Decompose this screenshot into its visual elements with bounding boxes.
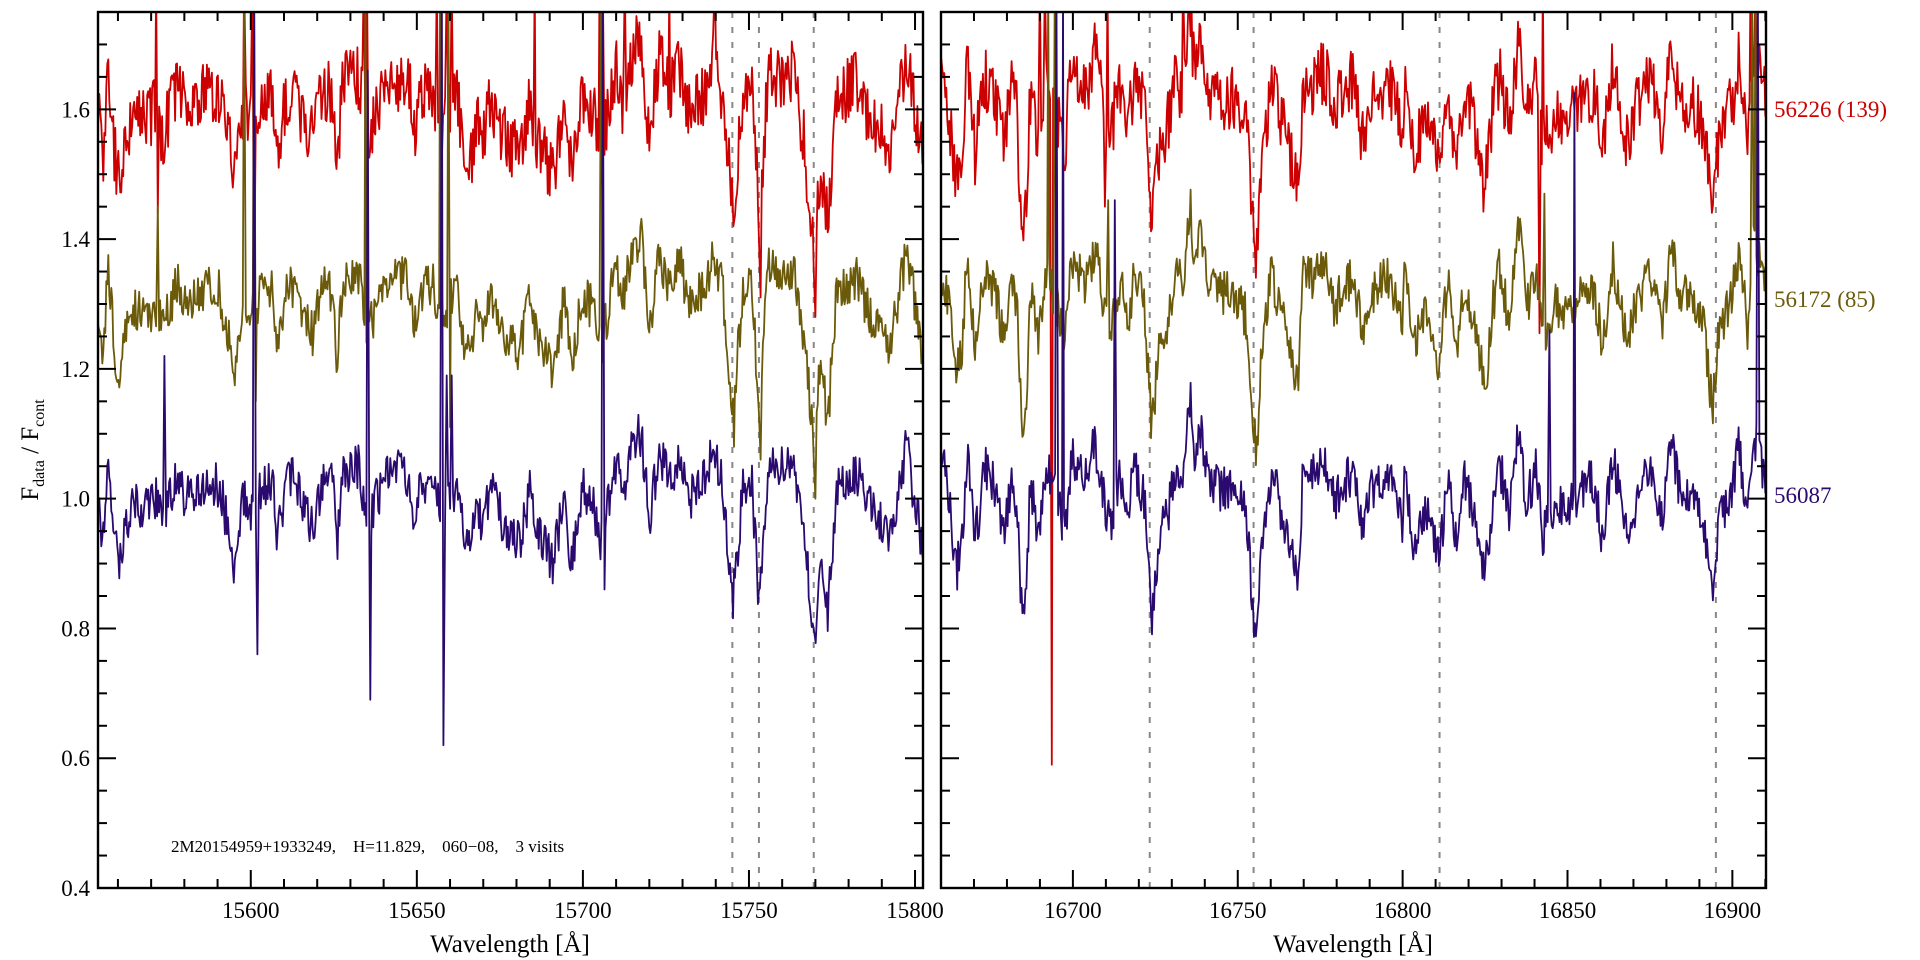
y-axis-title: Fdata / Fcont bbox=[17, 399, 48, 501]
y-tick-label: 1.2 bbox=[61, 357, 90, 382]
plot-frame bbox=[96, 10, 925, 890]
y-axis-title-main: F bbox=[17, 487, 44, 501]
series-label-2: 56087 bbox=[1774, 483, 1832, 508]
star-annotation: 2M20154959+1933249, H=11.829, 060−08, 3 … bbox=[171, 837, 564, 856]
y-axis-title-mid: / F bbox=[17, 427, 44, 460]
spectrum-line-56226 bbox=[941, 12, 1766, 766]
y-tick-label: 1.6 bbox=[61, 97, 90, 122]
spectra bbox=[98, 12, 923, 747]
right-panel: 16700 16750 16800 16850 16900 bbox=[939, 10, 1768, 923]
x-tick-label: 16850 bbox=[1539, 898, 1597, 923]
x-tick-label: 16800 bbox=[1374, 898, 1432, 923]
spectra bbox=[941, 12, 1766, 766]
spectrum-line-56087 bbox=[98, 12, 923, 747]
y-tick-label: 0.4 bbox=[61, 876, 90, 901]
plot-frame bbox=[939, 10, 1768, 890]
y-axis-title-sub2: cont bbox=[31, 399, 48, 427]
x-tick-label: 15800 bbox=[886, 898, 944, 923]
x-tick-label: 15650 bbox=[388, 898, 446, 923]
x-tick-label: 16700 bbox=[1044, 898, 1102, 923]
series-label-1: 56172 (85) bbox=[1774, 287, 1876, 312]
x-tick-label: 16750 bbox=[1209, 898, 1267, 923]
y-tick-label: 1.0 bbox=[61, 487, 90, 512]
series-label-0: 56226 (139) bbox=[1774, 97, 1887, 122]
spectrum-line-56172 bbox=[98, 12, 923, 500]
y-tick-label: 0.6 bbox=[61, 746, 90, 771]
x-tick-label: 16900 bbox=[1704, 898, 1762, 923]
y-axis-title-sub1: data bbox=[31, 460, 48, 487]
y-tick-label: 0.8 bbox=[61, 616, 90, 641]
y-tick-label: 1.4 bbox=[61, 227, 90, 252]
spectrum-line-56172 bbox=[941, 12, 1766, 467]
x-tick-label: 15600 bbox=[222, 898, 280, 923]
left-panel: 0.4 0.6 0.8 1.0 1.2 1.4 1.6 15600 15650 15700 1575… bbox=[61, 10, 944, 923]
x-axis-title-right: Wavelength [Å] bbox=[1273, 931, 1433, 958]
x-tick-label: 15700 bbox=[554, 898, 612, 923]
x-tick-label: 15750 bbox=[720, 898, 778, 923]
spectrum-line-56087 bbox=[941, 12, 1766, 638]
spectrum-line-56226 bbox=[98, 12, 923, 318]
x-axis-title-left: Wavelength [Å] bbox=[430, 931, 590, 958]
